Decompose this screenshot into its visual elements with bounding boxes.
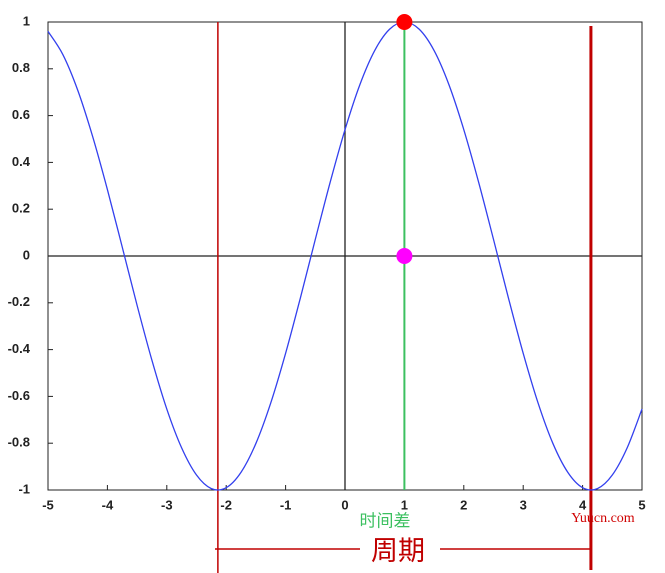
x-tick-label: 0 [341, 497, 348, 512]
watermark: Yuucn.com [571, 511, 634, 526]
y-tick-label: 0.2 [12, 201, 30, 216]
x-tick-label: 3 [520, 497, 527, 512]
x-tick-label: 4 [579, 497, 587, 512]
peak-point [396, 14, 413, 30]
y-tick-label: -1 [18, 481, 30, 496]
y-tick-label: -0.6 [8, 388, 30, 403]
zero-point [396, 248, 413, 264]
y-tick-label: 0.8 [12, 60, 30, 75]
x-tick-label: 1 [401, 497, 408, 512]
y-tick-label: -0.8 [8, 435, 30, 450]
x-tick-label: -5 [42, 497, 54, 512]
y-tick-label: -0.4 [8, 341, 31, 356]
time-diff-label: 时间差 [360, 511, 411, 530]
y-tick-label: 1 [23, 13, 30, 28]
y-tick-label: -0.2 [8, 294, 30, 309]
period-label: 周期 [371, 536, 425, 566]
y-tick-label: 0 [23, 247, 30, 262]
y-tick-label: 0.6 [12, 107, 30, 122]
x-tick-label: 5 [638, 497, 645, 512]
x-tick-label: -4 [102, 497, 114, 512]
x-tick-label: 2 [460, 497, 467, 512]
y-tick-label: 0.4 [12, 154, 31, 169]
curve [47, 21, 643, 491]
x-tick-label: -1 [280, 497, 292, 512]
x-tick-label: -3 [161, 497, 173, 512]
x-tick-label: -2 [220, 497, 232, 512]
